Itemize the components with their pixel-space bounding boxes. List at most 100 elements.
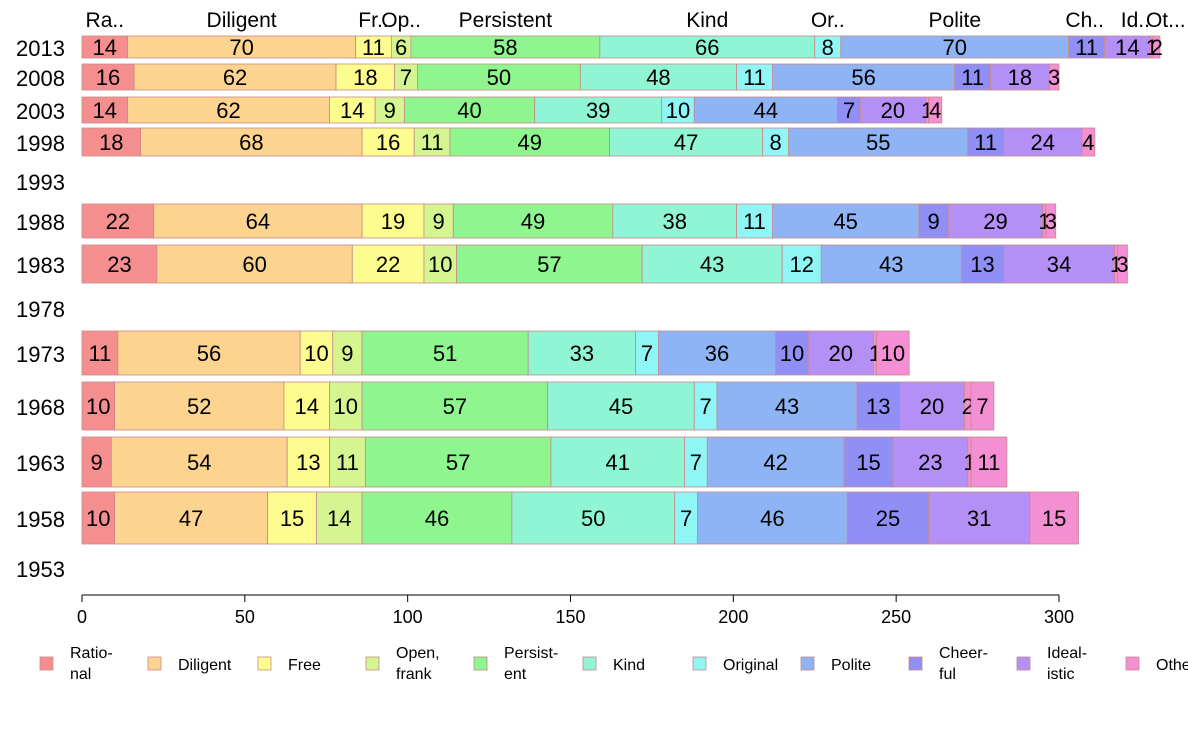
bar-segment bbox=[788, 127, 969, 157]
bar-value-label: 9 bbox=[432, 209, 444, 234]
legend-item: Polite bbox=[800, 656, 871, 674]
legend-item: Ideal-istic bbox=[1016, 645, 1087, 683]
legend-swatch bbox=[1016, 656, 1031, 671]
bar-value-label: 8 bbox=[822, 35, 834, 60]
bar-value-label: 68 bbox=[239, 130, 263, 155]
legend-item: Ratio-nal bbox=[39, 645, 113, 683]
y-tick-label: 1983 bbox=[16, 253, 65, 278]
bar-value-label: 56 bbox=[851, 65, 875, 90]
bar-value-label: 7 bbox=[843, 98, 855, 123]
bar-value-label: 57 bbox=[537, 252, 561, 277]
legend-swatch bbox=[692, 656, 707, 671]
bar-value-label: 43 bbox=[775, 394, 799, 419]
legend-label: Cheer-ful bbox=[939, 645, 988, 683]
bar-segment bbox=[1029, 491, 1079, 545]
bar-segment bbox=[114, 381, 285, 431]
bar-value-label: 11 bbox=[421, 130, 444, 155]
bar-segment bbox=[361, 491, 513, 545]
legend-item: Free bbox=[257, 656, 321, 674]
y-tick-label: 2003 bbox=[16, 99, 65, 124]
x-tick-label: 100 bbox=[393, 607, 423, 627]
bar-value-label: 23 bbox=[107, 252, 131, 277]
bar-segment bbox=[449, 127, 610, 157]
bar-value-label: 16 bbox=[96, 65, 120, 90]
bar-value-label: 31 bbox=[967, 506, 991, 531]
bar-segment bbox=[716, 381, 858, 431]
bar-value-label: 60 bbox=[242, 252, 266, 277]
bar-value-label: 54 bbox=[187, 450, 211, 475]
bar-value-label: 4 bbox=[1082, 130, 1094, 155]
bar-value-label: 8 bbox=[770, 130, 782, 155]
bar-value-label: 9 bbox=[341, 341, 353, 366]
x-tick-label: 250 bbox=[881, 607, 911, 627]
bar-value-label: 34 bbox=[1047, 252, 1071, 277]
top-category-label: Ch.. bbox=[1065, 9, 1104, 32]
bar-value-label: 9 bbox=[384, 98, 396, 123]
bar-value-label: 11 bbox=[1075, 35, 1098, 60]
bar-value-label: 70 bbox=[943, 35, 967, 60]
bar-segment bbox=[351, 244, 425, 284]
bar-value-label: 14 bbox=[93, 98, 117, 123]
bar-value-label: 16 bbox=[376, 130, 400, 155]
bar-segment bbox=[361, 381, 549, 431]
top-category-label: Kind bbox=[686, 9, 728, 32]
bar-segment bbox=[374, 96, 405, 124]
bar-value-label: 18 bbox=[1008, 65, 1032, 90]
y-tick-label: 1958 bbox=[16, 507, 65, 532]
bar-segment bbox=[641, 244, 783, 284]
bar-segment bbox=[527, 330, 637, 376]
bar-value-label: 9 bbox=[927, 209, 939, 234]
bar-segment bbox=[267, 491, 317, 545]
bar-value-label: 47 bbox=[674, 130, 698, 155]
bar-segment bbox=[807, 330, 874, 376]
bar-segment bbox=[156, 244, 353, 284]
bar-value-label: 11 bbox=[743, 65, 766, 90]
bar-segment bbox=[413, 127, 451, 157]
bar-value-label: 39 bbox=[586, 98, 610, 123]
bar-value-label: 50 bbox=[581, 506, 605, 531]
top-category-label: Op.. bbox=[381, 9, 421, 32]
bar-value-label: 3 bbox=[1048, 65, 1060, 90]
legend-label: Open, frank bbox=[396, 645, 440, 683]
bar-segment bbox=[127, 96, 330, 124]
bar-segment bbox=[81, 96, 128, 124]
bar-value-label: 15 bbox=[280, 506, 304, 531]
legend-item: Persist-ent bbox=[473, 645, 558, 683]
bar-value-label: 13 bbox=[296, 450, 320, 475]
bar-segment bbox=[1045, 203, 1057, 239]
top-category-label: Ot... bbox=[1146, 9, 1186, 32]
bar-segment bbox=[133, 63, 337, 91]
legend-item: Cheer-ful bbox=[908, 645, 988, 683]
bar-segment bbox=[153, 203, 363, 239]
bar-value-label: 52 bbox=[187, 394, 211, 419]
y-tick-label: 1968 bbox=[16, 395, 65, 420]
bar-segment bbox=[820, 244, 962, 284]
y-tick-label: 1998 bbox=[16, 131, 65, 156]
bar-value-label: 58 bbox=[493, 35, 517, 60]
bar-value-label: 25 bbox=[876, 506, 900, 531]
bar-segment bbox=[612, 203, 737, 239]
bar-segment bbox=[283, 381, 330, 431]
bar-segment bbox=[1003, 244, 1115, 284]
bar-segment bbox=[140, 127, 363, 157]
bar-segment bbox=[928, 491, 1031, 545]
legend-label: Diligent bbox=[178, 657, 232, 674]
y-tick-label: 1973 bbox=[16, 342, 65, 367]
bar-segment bbox=[547, 381, 695, 431]
x-tick-label: 150 bbox=[555, 607, 585, 627]
legend-swatch bbox=[473, 656, 488, 671]
bar-segment bbox=[114, 491, 269, 545]
legend-label: Ratio-nal bbox=[70, 645, 113, 683]
bar-value-label: 10 bbox=[304, 341, 328, 366]
bar-segment bbox=[736, 63, 773, 91]
legend-item: Diligent bbox=[147, 656, 232, 674]
bar-segment bbox=[423, 244, 457, 284]
bar-segment bbox=[550, 436, 685, 488]
bar-segment bbox=[781, 244, 822, 284]
x-axis: 0 50 100 150 200 250 300 bbox=[77, 594, 1074, 627]
bar-segment bbox=[658, 330, 777, 376]
bar-segment bbox=[693, 96, 838, 124]
legend-label: Original bbox=[723, 657, 778, 674]
bar-value-label: 36 bbox=[705, 341, 729, 366]
